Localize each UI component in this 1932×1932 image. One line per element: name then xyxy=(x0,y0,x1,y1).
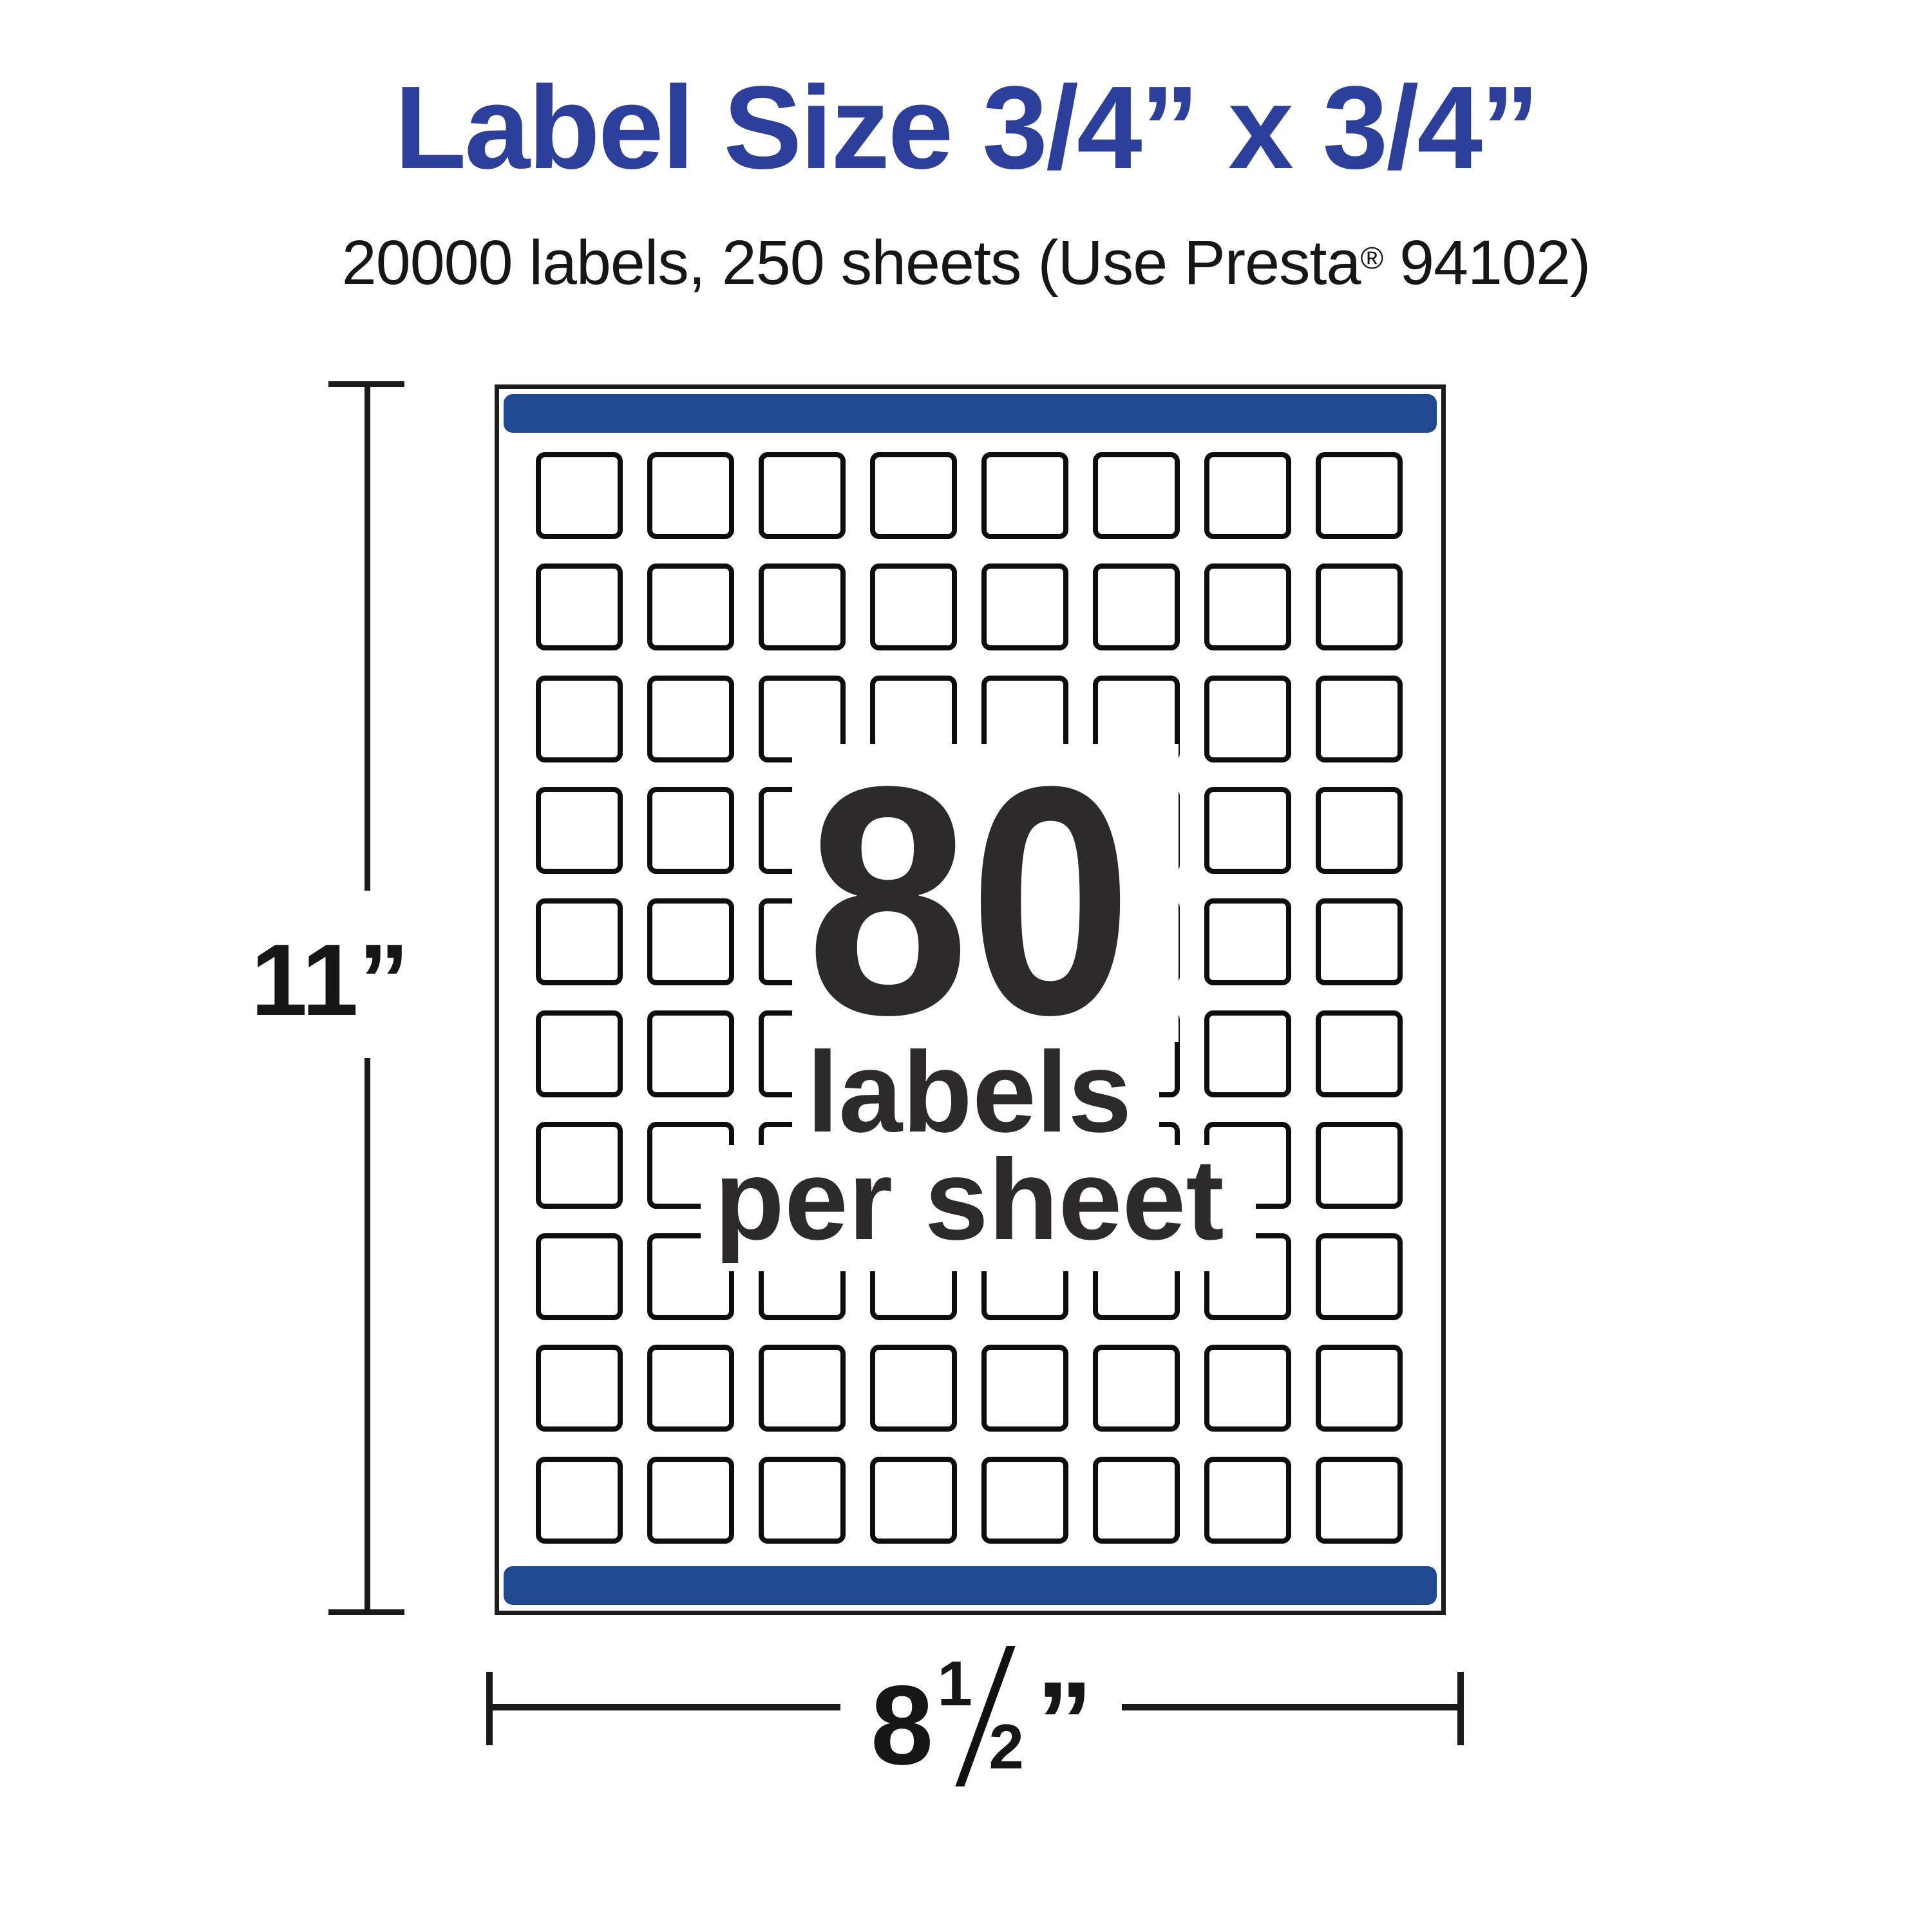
label-square xyxy=(1204,787,1291,874)
height-dimension-line xyxy=(365,385,370,891)
label-square xyxy=(981,1345,1068,1432)
label-square xyxy=(759,1345,846,1432)
width-whole-number: 8 xyxy=(871,1663,934,1788)
width-dimension-line xyxy=(489,1704,840,1710)
label-square xyxy=(1093,1457,1180,1544)
label-square xyxy=(536,564,623,650)
label-square xyxy=(536,1122,623,1209)
label-square xyxy=(870,1345,957,1432)
label-square xyxy=(1093,1345,1180,1432)
label-square xyxy=(870,1457,957,1544)
label-square xyxy=(759,564,846,650)
labels-per-sheet-count: 80 xyxy=(806,719,1132,1083)
labels-word: labels xyxy=(806,1028,1132,1156)
fraction-numerator: 1 xyxy=(937,1648,972,1719)
label-square xyxy=(536,898,623,985)
label-square xyxy=(647,1457,734,1544)
label-square xyxy=(647,1233,734,1320)
label-square xyxy=(647,452,734,539)
label-square xyxy=(647,898,734,985)
text-knockout xyxy=(792,744,1179,1042)
label-square xyxy=(1204,564,1291,650)
width-dimension-line xyxy=(1122,1704,1464,1710)
label-square xyxy=(1204,1457,1291,1544)
label-square xyxy=(1316,898,1403,985)
label-square xyxy=(1204,898,1291,985)
label-square xyxy=(1316,1345,1403,1432)
label-square xyxy=(647,676,734,762)
label-square xyxy=(647,787,734,874)
product-subtitle: 20000 labels, 250 sheets (Use Presta® 94… xyxy=(0,227,1932,299)
height-dimension-label: 11” xyxy=(251,923,410,1037)
label-square xyxy=(1316,676,1403,762)
label-square xyxy=(981,564,1068,650)
label-square xyxy=(536,676,623,762)
label-square xyxy=(1316,564,1403,650)
label-square xyxy=(1204,1345,1291,1432)
label-square xyxy=(870,564,957,650)
label-square xyxy=(536,1457,623,1544)
label-square xyxy=(647,564,734,650)
label-square xyxy=(870,452,957,539)
label-square xyxy=(1204,452,1291,539)
label-square xyxy=(1316,452,1403,539)
label-square xyxy=(1316,1457,1403,1544)
height-dimension-cap xyxy=(328,381,404,387)
sheet-top-margin-bar xyxy=(504,394,1437,433)
label-square xyxy=(1316,787,1403,874)
height-dimension-line xyxy=(365,1058,370,1612)
label-square xyxy=(536,1010,623,1097)
subtitle-text: 20000 labels, 250 sheets (Use Presta xyxy=(341,227,1361,298)
label-square xyxy=(647,1010,734,1097)
label-square xyxy=(1316,1010,1403,1097)
label-square xyxy=(1093,452,1180,539)
width-fraction: 1 2 xyxy=(933,1646,1036,1786)
registered-mark: ® xyxy=(1360,240,1383,276)
label-square xyxy=(536,1345,623,1432)
label-square xyxy=(1316,1122,1403,1209)
label-square xyxy=(536,1233,623,1320)
label-square xyxy=(1204,1010,1291,1097)
label-square xyxy=(981,1457,1068,1544)
page-title: Label Size 3/4” x 3/4” xyxy=(394,61,1539,193)
label-square xyxy=(1316,1233,1403,1320)
text-knockout xyxy=(792,1040,1159,1147)
label-square xyxy=(1204,676,1291,762)
width-dimension-label: 8 1 2 ” xyxy=(871,1646,1093,1788)
label-square xyxy=(981,452,1068,539)
label-square xyxy=(536,452,623,539)
height-dimension-cap xyxy=(328,1609,404,1615)
label-square xyxy=(759,1457,846,1544)
label-square xyxy=(647,1345,734,1432)
label-square xyxy=(536,787,623,874)
subtitle-sku: 94102) xyxy=(1383,227,1591,298)
text-knockout xyxy=(701,1145,1256,1271)
width-dimension-cap xyxy=(486,1672,493,1745)
width-inch-mark: ” xyxy=(1036,1659,1093,1785)
fraction-denominator: 2 xyxy=(989,1711,1024,1782)
label-square xyxy=(1093,564,1180,650)
label-square xyxy=(759,452,846,539)
per-sheet-word: per sheet xyxy=(714,1135,1224,1264)
width-dimension-cap xyxy=(1457,1672,1464,1745)
sheet-bottom-margin-bar xyxy=(504,1566,1437,1605)
